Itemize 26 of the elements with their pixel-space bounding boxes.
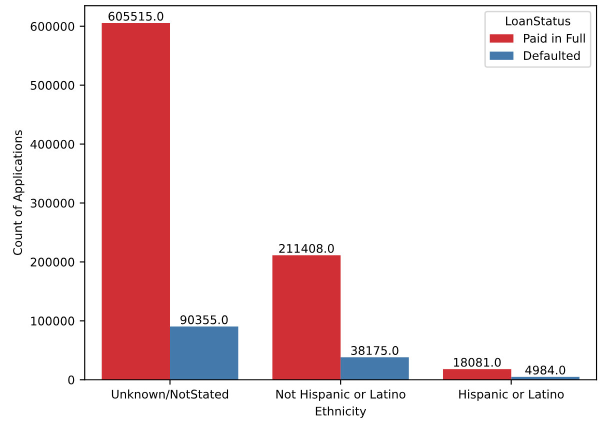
data-label: 211408.0 <box>279 244 334 253</box>
y-tick-label: 100000 <box>31 316 74 326</box>
x-tick-label: Not Hispanic or Latino <box>276 389 406 401</box>
data-label: 4984.0 <box>525 366 566 375</box>
data-label: 18081.0 <box>454 358 501 367</box>
data-label: 90355.0 <box>180 315 228 324</box>
legend-label: Defaulted <box>524 50 580 60</box>
x-tick-label: Unknown/NotStated <box>112 389 228 400</box>
bar <box>272 255 341 380</box>
y-tick-label: 200000 <box>30 258 74 267</box>
y-tick-label: 0 <box>68 375 74 384</box>
y-axis-title: Count of Applications <box>12 130 24 256</box>
bar <box>102 23 170 380</box>
bar <box>442 369 512 380</box>
bar <box>340 357 409 380</box>
bar <box>170 326 238 380</box>
y-tick-label: 500000 <box>30 80 74 90</box>
legend-label: Paid in Full <box>524 34 585 43</box>
data-label: 605515.0 <box>108 12 164 21</box>
legend-title: LoanStatus <box>506 16 570 26</box>
y-tick-label: 600000 <box>30 22 74 31</box>
x-tick-label: Hispanic or Latino <box>459 389 564 401</box>
data-label: 38175.0 <box>351 346 398 355</box>
y-tick-label: 400000 <box>30 140 74 149</box>
x-axis-title: Ethnicity <box>316 406 366 418</box>
y-tick-label: 300000 <box>30 198 74 208</box>
